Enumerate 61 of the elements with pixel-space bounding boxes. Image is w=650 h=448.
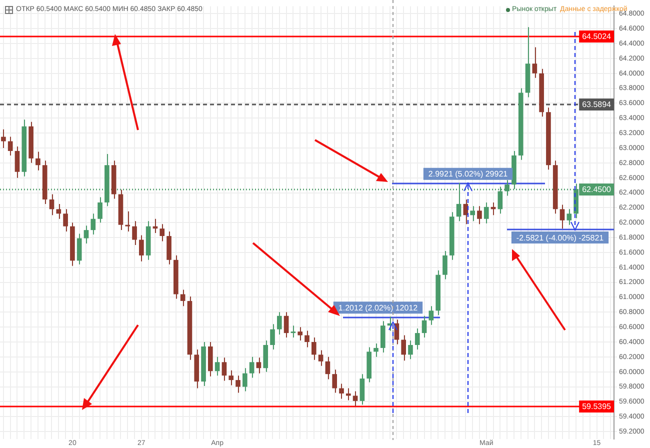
candlestick — [318, 350, 324, 366]
candlestick — [276, 312, 282, 336]
candlestick — [422, 315, 427, 338]
candlestick — [8, 136, 13, 156]
candlestick — [428, 306, 434, 326]
ref-line-label: 62.4500 — [582, 185, 612, 194]
candlestick — [484, 202, 489, 224]
candlestick — [236, 375, 240, 394]
candlestick — [456, 182, 462, 222]
candlestick — [270, 324, 275, 350]
ref-line-label: 59.5395 — [582, 402, 612, 412]
candlestick — [298, 326, 303, 341]
annotation: -2.5821 (-4.00%) -25821 — [516, 233, 604, 242]
candlestick — [228, 370, 234, 386]
candlestick — [49, 194, 54, 216]
candlestick — [470, 206, 475, 222]
candlestick — [132, 220, 137, 246]
candlestick — [401, 334, 406, 362]
candlestick — [256, 357, 262, 374]
candlestick — [139, 234, 144, 262]
candlestick — [56, 203, 62, 220]
candlestick — [332, 369, 338, 394]
candlestick — [98, 196, 102, 224]
candlestick — [14, 146, 20, 178]
candlestick — [442, 250, 448, 280]
candlestick — [290, 325, 296, 338]
candlestick — [566, 208, 572, 226]
candlestick — [263, 340, 268, 372]
candlestick — [346, 388, 351, 401]
candlestick — [76, 233, 82, 265]
candlestick — [222, 357, 227, 382]
candlestick — [90, 213, 96, 236]
candlestick — [242, 368, 248, 392]
candlestick — [374, 342, 378, 358]
candlestick — [560, 204, 565, 230]
candlestick — [214, 356, 220, 376]
candlestick — [311, 337, 316, 360]
candlestick — [36, 151, 40, 171]
candlestick — [352, 390, 358, 407]
candlestick — [125, 210, 130, 232]
candlestick — [360, 374, 365, 406]
candlestick — [63, 208, 68, 232]
ref-line-label: 64.5024 — [582, 32, 612, 42]
candlestick — [408, 340, 413, 360]
candlestick — [160, 224, 165, 242]
candlestick — [477, 206, 482, 225]
candlestick — [325, 356, 330, 380]
candlestick — [1, 128, 6, 148]
candlestick — [84, 225, 89, 244]
candlestick — [180, 289, 186, 307]
candlestick — [414, 328, 420, 350]
candlestick — [304, 330, 310, 348]
ref-line-label: 63.5894 — [582, 100, 612, 110]
annotation: 1.2012 (2.02%) 12012 — [338, 303, 418, 312]
candlestick — [284, 312, 289, 338]
annotation: 2.9921 (5.02%) 29921 — [428, 170, 508, 179]
candlestick — [532, 46, 538, 78]
candlestick — [380, 320, 386, 353]
candlestick — [339, 383, 344, 400]
candlestick — [166, 231, 172, 265]
candlestick — [249, 356, 254, 378]
